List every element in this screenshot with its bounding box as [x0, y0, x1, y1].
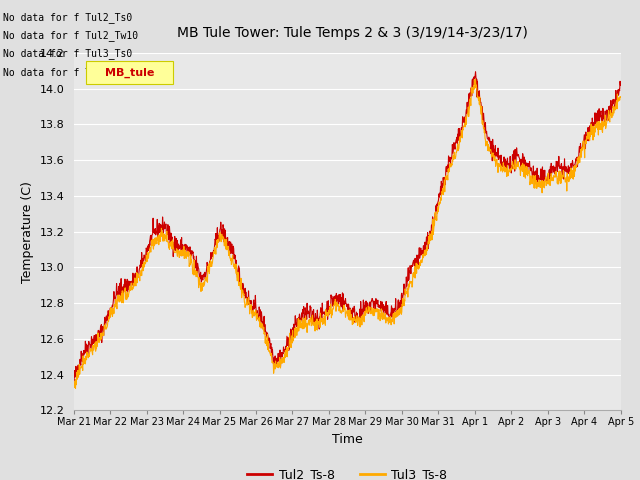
- Tul2_Ts-8: [70, 378, 78, 384]
- Text: No data for f Tul3_Ts0: No data for f Tul3_Ts0: [3, 48, 132, 60]
- Tul3_Ts-8: [553, 173, 561, 179]
- Tul3_Ts-8: [433, 214, 440, 220]
- Tul3_Ts-8: [70, 384, 77, 390]
- Tul3_Ts-8: [472, 77, 479, 83]
- Tul2_Ts-8: [504, 161, 512, 167]
- Tul3_Ts-8: [72, 385, 79, 391]
- Tul2_Ts-8: [192, 258, 200, 264]
- Tul3_Ts-8: [253, 316, 260, 322]
- Tul2_Ts-8: [179, 245, 186, 251]
- Legend: Tul2_Ts-8, Tul3_Ts-8: Tul2_Ts-8, Tul3_Ts-8: [243, 463, 452, 480]
- Tul3_Ts-8: [504, 172, 512, 178]
- Tul2_Ts-8: [553, 159, 561, 165]
- Line: Tul3_Ts-8: Tul3_Ts-8: [74, 80, 621, 388]
- Text: No data for f Tul2_Tw10: No data for f Tul2_Tw10: [3, 30, 138, 41]
- Text: MB_tule: MB_tule: [105, 67, 154, 78]
- Tul2_Ts-8: [472, 69, 479, 75]
- Tul2_Ts-8: [253, 315, 260, 321]
- Tul3_Ts-8: [617, 94, 625, 99]
- Tul2_Ts-8: [433, 208, 440, 214]
- Tul2_Ts-8: [70, 376, 77, 382]
- Tul3_Ts-8: [192, 269, 200, 275]
- Tul3_Ts-8: [179, 250, 186, 255]
- Text: No data for f Tul3_Tw10: No data for f Tul3_Tw10: [3, 67, 138, 78]
- Text: MB Tule Tower: Tule Temps 2 & 3 (3/19/14-3/23/17): MB Tule Tower: Tule Temps 2 & 3 (3/19/14…: [177, 26, 527, 40]
- Text: No data for f Tul2_Ts0: No data for f Tul2_Ts0: [3, 12, 132, 23]
- Y-axis label: Temperature (C): Temperature (C): [21, 180, 34, 283]
- Tul2_Ts-8: [617, 80, 625, 86]
- X-axis label: Time: Time: [332, 433, 363, 446]
- Line: Tul2_Ts-8: Tul2_Ts-8: [74, 72, 621, 381]
